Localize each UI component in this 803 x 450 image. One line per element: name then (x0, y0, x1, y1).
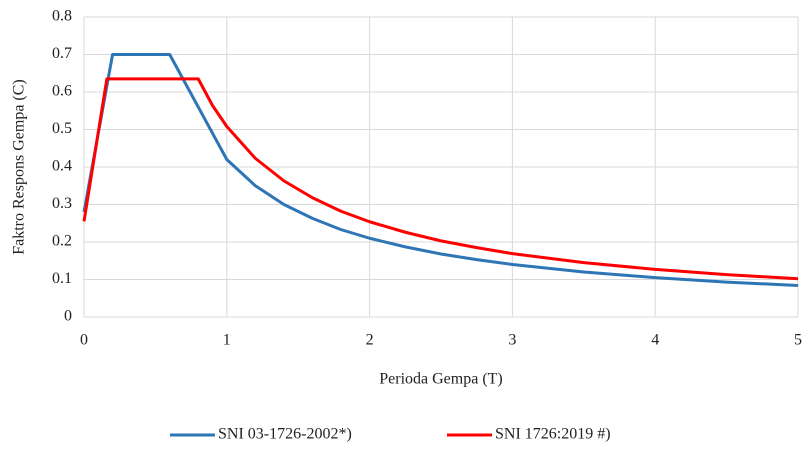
x-tick-label: 4 (651, 332, 659, 349)
y-tick-label: 0 (64, 308, 72, 325)
y-tick-label: 0.8 (52, 8, 72, 25)
legend-label: SNI 03-1726-2002*) (218, 426, 352, 443)
y-axis-title: Faktro Respons Gempa (C) (11, 79, 28, 255)
y-tick-label: 0.1 (52, 270, 72, 287)
data-line (82, 77, 799, 281)
legend-label: SNI 1726:2019 #) (495, 426, 611, 443)
y-tick-label: 0.3 (52, 195, 72, 212)
y-tick-label: 0.6 (52, 83, 72, 100)
y-tick-label: 0.2 (52, 233, 72, 250)
x-tick-label: 0 (80, 332, 88, 349)
y-tick-label: 0.5 (52, 120, 72, 137)
x-tick-label: 1 (223, 332, 231, 349)
y-tick-label: 0.4 (52, 158, 72, 175)
y-tick-label: 0.7 (52, 45, 72, 62)
data-line (82, 53, 799, 287)
x-axis-title: Perioda Gempa (T) (379, 371, 503, 388)
x-tick-label: 3 (508, 332, 516, 349)
x-tick-label: 2 (366, 332, 374, 349)
x-tick-label: 5 (794, 332, 802, 349)
